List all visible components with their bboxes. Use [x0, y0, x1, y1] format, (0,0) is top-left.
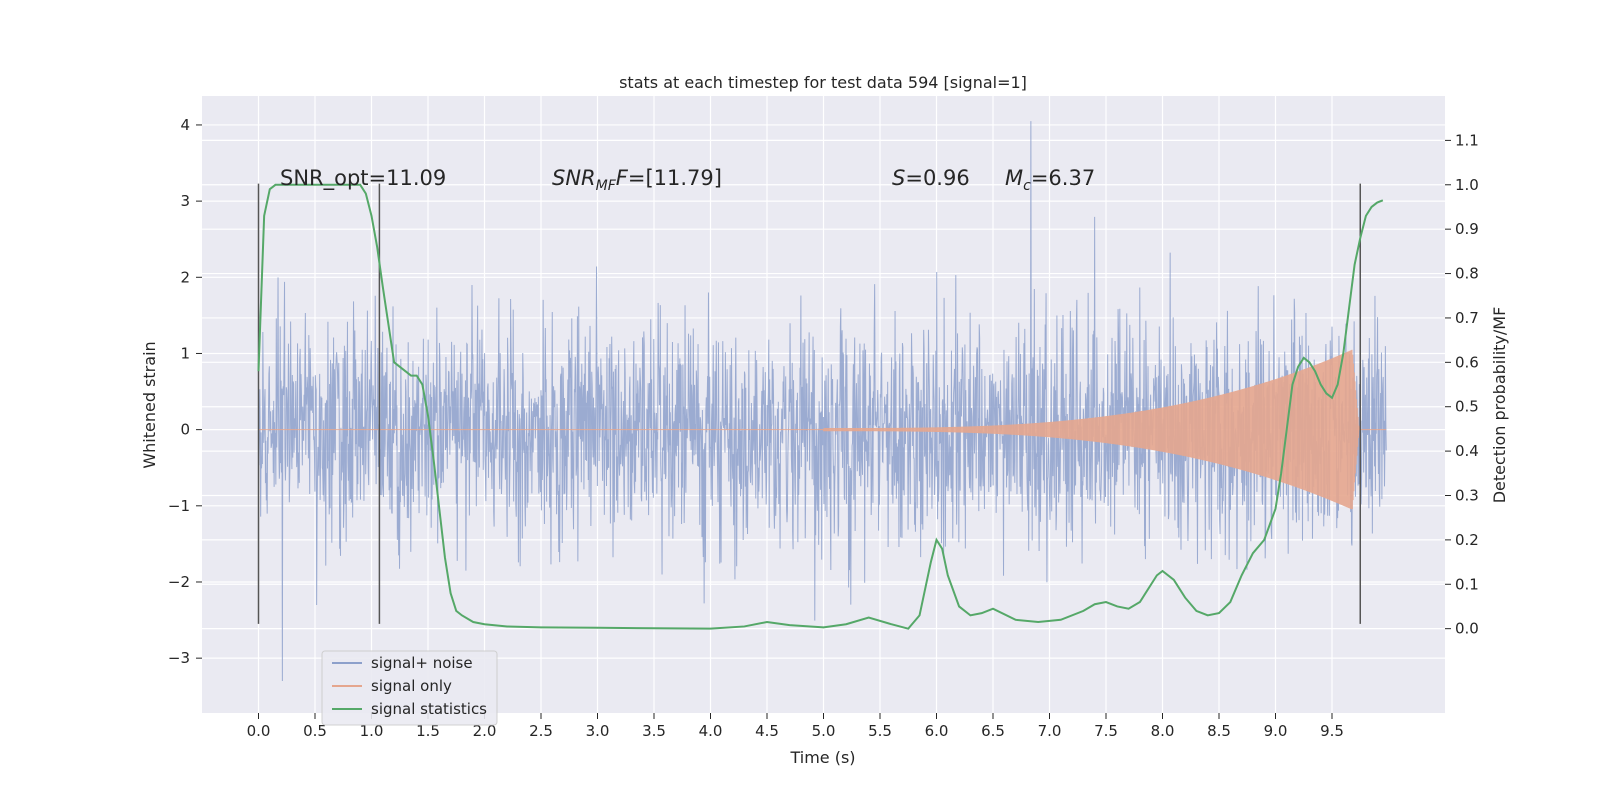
x-ticks: 0.0 0.5 1.0 1.5 2.0 2.5 3.0 3.5 4.0 4.5 5.0 5.5 6.0 6…	[247, 713, 1344, 740]
annotation-s: S=0.96	[892, 166, 970, 190]
x-tick-label: 4.0	[699, 722, 723, 740]
x-tick-label: 6.5	[981, 722, 1005, 740]
y-axis-label-right: Detection probability/MF	[1490, 307, 1509, 504]
grid	[202, 96, 1445, 713]
y-tick-label-right: 0.5	[1455, 398, 1479, 416]
x-tick-label: 4.5	[755, 722, 779, 740]
y-tick-label-right: 0.2	[1455, 531, 1479, 549]
y-tick-label-left: −3	[168, 649, 190, 667]
y-tick-label-left: 1	[180, 344, 190, 362]
statistics-series	[257, 183, 1384, 630]
x-tick-label: 6.0	[925, 722, 949, 740]
x-tick-label: 0.5	[303, 722, 327, 740]
y-tick-label-right: 0.6	[1455, 353, 1479, 371]
y-tick-label-right: 0.4	[1455, 442, 1479, 460]
y-tick-label-left: −1	[168, 497, 190, 515]
x-tick-label: 7.5	[1094, 722, 1118, 740]
y-tick-label-right: 0.9	[1455, 220, 1479, 238]
signal-series	[258, 349, 1387, 510]
annotations: SNR_opt=11.09 SNRMFF=[11.79] S=0.96 Mc=6…	[280, 166, 1095, 194]
noise-line	[258, 121, 1387, 682]
y-tick-label-left: 2	[180, 268, 190, 286]
y-tick-label-left: 3	[180, 192, 190, 210]
y-tick-label-right: 0.1	[1455, 575, 1479, 593]
annotation-snr-opt: SNR_opt=11.09	[280, 166, 446, 191]
chart-title: stats at each timestep for test data 594…	[619, 73, 1027, 92]
x-tick-label: 3.0	[586, 722, 610, 740]
legend-box	[321, 650, 498, 726]
annotation-snr-mf: SNRMFF=[11.79]	[552, 166, 722, 194]
x-tick-label: 8.5	[1207, 722, 1231, 740]
annotation-mc: Mc=6.37	[1005, 166, 1095, 194]
noise-series	[258, 121, 1387, 682]
x-tick-label: 2.5	[529, 722, 553, 740]
y-tick-label-right: 1.1	[1455, 131, 1479, 149]
x-tick-label: 9.0	[1264, 722, 1288, 740]
x-tick-label: 3.5	[642, 722, 666, 740]
y-tick-label-left: −2	[168, 573, 190, 591]
legend-label-noise: signal+ noise	[371, 654, 473, 672]
legend-label-signal: signal only	[371, 677, 452, 695]
x-tick-label: 0.0	[247, 722, 271, 740]
x-tick-label: 9.5	[1320, 722, 1344, 740]
x-tick-label: 8.0	[1151, 722, 1175, 740]
x-axis-label: Time (s)	[789, 748, 855, 767]
x-tick-label: 1.5	[416, 722, 440, 740]
y-ticks-left: −3 −2 −1 0 1 2 3 4	[168, 116, 202, 667]
signal-line	[258, 349, 1387, 510]
y-axis-label-left: Whitened strain	[140, 341, 159, 468]
x-tick-label: 2.0	[473, 722, 497, 740]
y-ticks-right: 0.0 0.1 0.2 0.3 0.4 0.5 0.6 0.7 0.8 0.9 1.0 1.1	[1445, 131, 1479, 638]
y-tick-label-right: 0.7	[1455, 309, 1479, 327]
y-tick-label-right: 0.3	[1455, 486, 1479, 504]
y-tick-label-right: 0.8	[1455, 265, 1479, 283]
x-tick-label: 1.0	[360, 722, 384, 740]
legend: signal+ noise signal only signal statist…	[321, 650, 498, 726]
x-tick-label: 5.5	[868, 722, 892, 740]
y-tick-label-left: 0	[180, 421, 190, 439]
x-tick-label: 5.0	[812, 722, 836, 740]
y-tick-label-right: 1.0	[1455, 176, 1479, 194]
y-tick-label-left: 4	[180, 116, 190, 134]
statistics-line	[257, 183, 1384, 630]
x-tick-label: 7.0	[1038, 722, 1062, 740]
y-tick-label-right: 0.0	[1455, 620, 1479, 638]
legend-label-statistics: signal statistics	[371, 700, 487, 718]
